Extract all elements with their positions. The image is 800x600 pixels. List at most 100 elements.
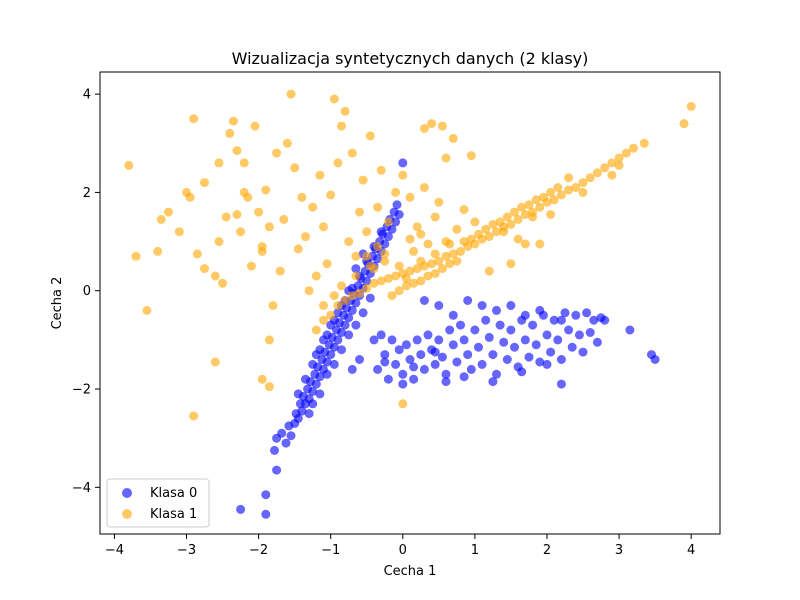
data-point: [470, 217, 480, 227]
data-point: [419, 124, 429, 133]
data-point: [477, 359, 487, 369]
data-point: [520, 239, 530, 249]
x-tick-label: 2: [543, 543, 551, 558]
data-point: [189, 114, 199, 124]
data-point: [419, 364, 429, 374]
data-point: [427, 259, 437, 269]
data-point: [556, 315, 566, 325]
data-point: [373, 254, 383, 264]
data-point: [344, 313, 354, 323]
data-point: [405, 192, 415, 202]
data-point: [394, 261, 404, 271]
data-point: [607, 158, 617, 168]
data-point: [362, 251, 372, 261]
data-point: [261, 490, 271, 500]
x-tick-label: −4: [105, 543, 124, 558]
data-point: [373, 242, 383, 251]
data-point: [272, 465, 282, 475]
data-point: [553, 183, 563, 192]
data-point: [261, 509, 271, 519]
data-point: [517, 367, 527, 377]
data-point: [463, 296, 473, 305]
data-point: [340, 320, 350, 330]
x-axis-title: Cecha 1: [384, 564, 437, 579]
data-point: [412, 335, 422, 345]
data-point: [236, 227, 246, 237]
data-point: [337, 281, 346, 291]
data-point: [315, 345, 325, 355]
data-point: [225, 128, 235, 138]
data-point: [254, 207, 264, 217]
data-point: [409, 246, 419, 256]
data-point: [582, 308, 592, 318]
data-point: [319, 315, 328, 325]
data-point: [239, 187, 249, 197]
data-point: [344, 330, 354, 340]
data-point: [380, 350, 390, 360]
data-point: [430, 249, 440, 259]
data-point: [607, 170, 617, 180]
data-point: [373, 364, 383, 374]
y-tick-label: 0: [83, 284, 91, 299]
data-point: [423, 330, 433, 340]
y-tick-label: −2: [72, 383, 91, 398]
series-klasa-0: [236, 158, 660, 519]
data-point: [131, 251, 141, 261]
data-point: [506, 301, 516, 310]
data-point: [376, 330, 386, 340]
data-point: [355, 355, 364, 364]
data-point: [409, 362, 419, 372]
data-point: [387, 291, 397, 301]
data-point: [279, 214, 289, 224]
data-point: [513, 214, 523, 224]
data-point: [293, 389, 303, 399]
data-point: [257, 242, 267, 251]
data-point: [419, 296, 429, 305]
data-point: [614, 160, 624, 170]
data-point: [326, 190, 336, 200]
data-point: [466, 234, 476, 244]
data-point: [456, 320, 465, 330]
data-point: [311, 325, 321, 335]
x-tick-label: −1: [321, 543, 340, 558]
data-point: [556, 379, 566, 389]
data-point: [362, 276, 372, 286]
data-point: [369, 278, 379, 288]
data-point: [499, 227, 509, 237]
data-point: [322, 259, 332, 269]
data-point: [333, 301, 343, 310]
data-point: [365, 131, 375, 141]
data-point: [430, 212, 440, 222]
data-point: [445, 325, 455, 335]
y-tick-label: 4: [83, 88, 91, 103]
data-point: [506, 259, 516, 269]
data-point: [391, 217, 401, 227]
data-point: [383, 374, 393, 384]
data-point: [441, 369, 451, 379]
series-klasa-1: [124, 89, 696, 421]
data-point: [394, 286, 404, 296]
data-point: [600, 315, 610, 325]
data-point: [315, 372, 325, 382]
data-point: [621, 148, 631, 158]
data-point: [347, 291, 357, 301]
data-point: [333, 308, 343, 318]
data-point: [239, 158, 249, 168]
data-point: [517, 202, 527, 212]
data-point: [391, 271, 401, 281]
data-point: [409, 374, 419, 384]
data-point: [192, 249, 202, 259]
plot-frame: [99, 71, 721, 535]
data-point: [174, 227, 184, 237]
data-point: [556, 355, 566, 364]
data-point: [394, 210, 404, 219]
data-point: [434, 301, 444, 310]
data-point: [513, 234, 523, 244]
x-tick-label: 1: [471, 543, 479, 558]
data-point: [520, 335, 530, 345]
data-point: [441, 153, 451, 163]
data-point: [340, 106, 350, 116]
data-point: [546, 187, 556, 197]
data-point: [153, 246, 163, 256]
